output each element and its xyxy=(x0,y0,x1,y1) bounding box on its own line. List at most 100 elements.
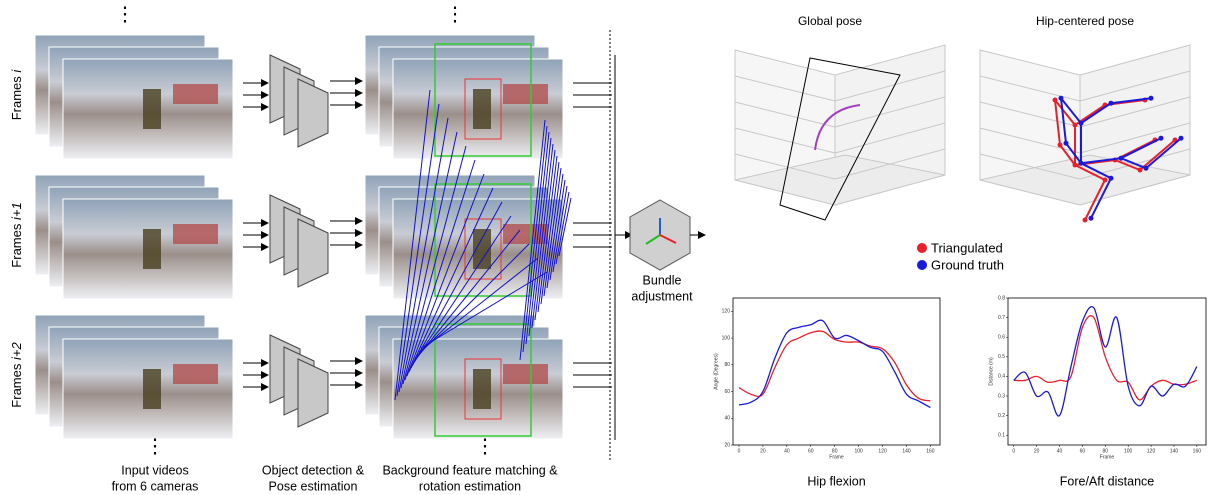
y-tick-label: 0.7 xyxy=(998,315,1005,321)
caption: Input videos xyxy=(121,463,188,477)
y-axis-label: Angle (Degrees) xyxy=(713,353,719,390)
series-line xyxy=(1014,307,1197,416)
figure: Frames iFrames i+1Frames i+2 ⋮ ⋮ ⋮ ⋮ Bun… xyxy=(0,0,1210,495)
ellipsis: ⋮ xyxy=(445,3,465,25)
x-tick-label: 0 xyxy=(738,448,741,454)
y-tick-label: 0.3 xyxy=(998,393,1005,399)
y-tick-label: 20 xyxy=(724,442,730,448)
x-tick-label: 0 xyxy=(1012,448,1015,454)
plot-title: Hip flexion xyxy=(807,474,865,488)
skier xyxy=(143,369,161,409)
x-tick-label: 140 xyxy=(1170,448,1179,454)
plot-title: Fore/Aft distance xyxy=(1060,474,1155,488)
joint xyxy=(1079,161,1084,166)
legend-label: Triangulated xyxy=(931,240,1003,255)
ellipsis: ⋮ xyxy=(475,435,495,457)
joint xyxy=(1103,178,1108,183)
building xyxy=(173,364,218,384)
network-icon xyxy=(298,79,328,147)
joint xyxy=(1159,136,1164,141)
x-tick-label: 60 xyxy=(1080,448,1086,454)
joint xyxy=(1064,141,1069,146)
x-tick-label: 100 xyxy=(1124,448,1133,454)
building xyxy=(173,224,218,244)
caption: from 6 cameras xyxy=(112,479,199,493)
caption: Background feature matching & xyxy=(382,463,558,477)
y-tick-label: 0.8 xyxy=(998,295,1005,301)
y-tick-label: 0.4 xyxy=(998,374,1005,380)
y-tick-label: 80 xyxy=(724,362,730,368)
building xyxy=(173,84,218,104)
skier xyxy=(473,369,491,409)
building xyxy=(503,84,548,104)
joint xyxy=(1058,143,1063,148)
joint xyxy=(1144,166,1149,171)
joint xyxy=(1109,101,1114,106)
x-tick-label: 20 xyxy=(1034,448,1040,454)
caption: adjustment xyxy=(631,289,693,303)
y-axis-label: Distance (m) xyxy=(988,357,994,386)
legend-label: Ground truth xyxy=(931,257,1004,272)
row-label-index: i xyxy=(9,69,24,73)
y-tick-label: 0.5 xyxy=(998,354,1005,360)
row-label: Frames i+1 xyxy=(9,202,24,267)
network-icon xyxy=(298,219,328,287)
joint xyxy=(1149,96,1154,101)
y-tick-label: 120 xyxy=(722,309,731,315)
joint xyxy=(1109,176,1114,181)
series-line xyxy=(739,320,930,407)
x-tick-label: 120 xyxy=(1147,448,1156,454)
x-tick-label: 40 xyxy=(1057,448,1063,454)
x-tick-label: 40 xyxy=(784,448,790,454)
skier xyxy=(143,229,161,269)
y-tick-label: 0.6 xyxy=(998,335,1005,341)
y-tick-label: 60 xyxy=(724,389,730,395)
row-label-text: Frames xyxy=(9,73,24,121)
pipeline: Frames iFrames i+1Frames i+2 xyxy=(9,35,612,439)
x-axis-label: Frame xyxy=(1100,454,1115,460)
caption: Bundle xyxy=(643,273,682,287)
pose-plots: Triangulated Ground truth xyxy=(735,45,1190,272)
y-tick-label: 100 xyxy=(722,335,731,341)
y-tick-label: 0.2 xyxy=(998,413,1005,419)
x-tick-label: 60 xyxy=(808,448,814,454)
caption: Object detection & xyxy=(262,463,365,477)
row-label: Frames i xyxy=(9,69,24,121)
x-axis-label: Frame xyxy=(829,454,844,460)
ellipsis: ⋮ xyxy=(145,435,165,457)
plot-title: Hip-centered pose xyxy=(1036,14,1134,28)
skier xyxy=(473,89,491,129)
y-tick-label: 0.1 xyxy=(998,433,1005,439)
series-line xyxy=(1014,316,1197,400)
row-label: Frames i+2 xyxy=(9,342,24,408)
row-label-index: i+1 xyxy=(9,202,24,220)
joint xyxy=(1073,163,1078,168)
axes xyxy=(1008,298,1206,445)
joint xyxy=(1119,156,1124,161)
series-line xyxy=(739,331,930,401)
joint xyxy=(1053,98,1058,103)
joint xyxy=(1138,168,1143,173)
network-icon xyxy=(298,359,328,427)
joint xyxy=(1179,136,1184,141)
building xyxy=(503,364,548,384)
x-tick-label: 160 xyxy=(1193,448,1202,454)
legend-marker xyxy=(917,243,927,253)
ellipsis: ⋮ xyxy=(115,3,135,25)
plot-title: Global pose xyxy=(798,14,862,28)
joint xyxy=(1059,96,1064,101)
x-tick-label: 100 xyxy=(854,448,863,454)
joint xyxy=(1089,216,1094,221)
joint xyxy=(1079,121,1084,126)
legend-marker xyxy=(917,260,927,270)
row-label-text: Frames xyxy=(9,220,24,268)
x-tick-label: 120 xyxy=(878,448,887,454)
axes xyxy=(733,298,940,445)
joint xyxy=(1073,123,1078,128)
caption: rotation estimation xyxy=(419,479,521,493)
x-tick-label: 160 xyxy=(926,448,935,454)
x-tick-label: 20 xyxy=(760,448,766,454)
skier xyxy=(143,89,161,129)
x-tick-label: 140 xyxy=(902,448,911,454)
